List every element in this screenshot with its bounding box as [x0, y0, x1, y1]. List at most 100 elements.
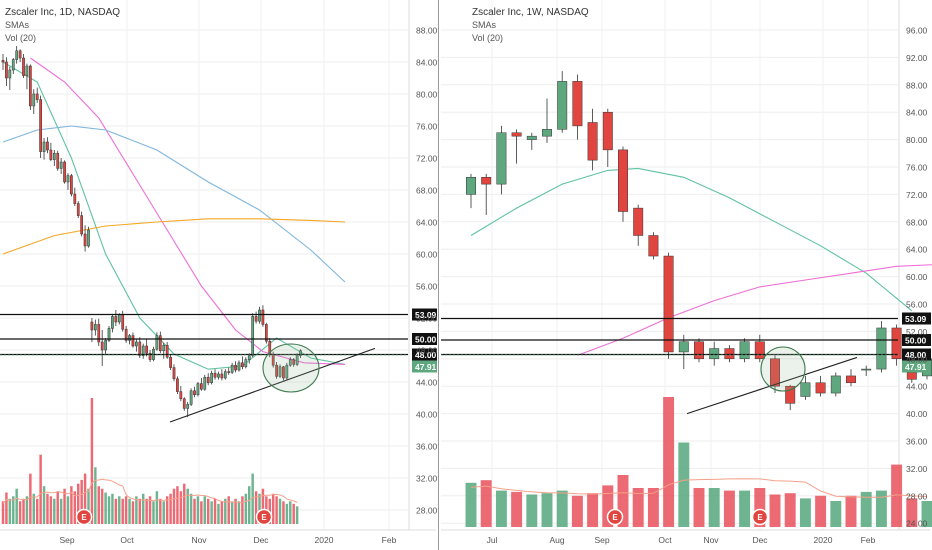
sma-line-pink	[30, 57, 346, 365]
volume-bar	[571, 495, 583, 527]
candle-body	[117, 314, 121, 323]
volume-bar	[244, 493, 248, 524]
volume-bar	[128, 498, 131, 524]
volume-bar	[25, 496, 29, 524]
volume-bar	[176, 486, 179, 524]
candle-body	[587, 122, 598, 161]
weekly-legend: Zscaler Inc, 1W, NASDAQ SMAs Vol (20)	[472, 7, 589, 43]
volume-bar	[107, 496, 111, 524]
candle-body	[299, 350, 302, 356]
volume-bar	[203, 496, 207, 524]
candle-body	[35, 93, 39, 100]
candle-body	[39, 99, 42, 152]
weekly-time-axis[interactable]: Jul Aug Sep Oct Nov Dec 2020 Feb	[487, 535, 876, 545]
volume-bar	[248, 486, 251, 524]
candle-body	[466, 177, 476, 195]
price-tick-label: 68.00	[416, 186, 438, 196]
candle-body	[254, 316, 258, 322]
level-tag	[902, 348, 931, 361]
volume-bar	[114, 498, 118, 524]
daily-price-axis[interactable]: 88.00 84.00 80.00 76.00 72.00 68.00 64.00 60.00…	[416, 26, 438, 516]
earnings-marker[interactable]	[606, 508, 624, 526]
candle-body	[5, 61, 8, 79]
candle-body	[709, 348, 720, 360]
candle-body	[292, 359, 296, 365]
candle-body	[230, 364, 234, 373]
volume-bar	[693, 488, 705, 527]
volume-bar	[891, 464, 903, 527]
volume-bar	[875, 490, 887, 527]
candle-body	[76, 203, 80, 216]
time-tick-label: Sep	[59, 535, 74, 545]
volume-bar	[261, 488, 265, 524]
candle-body	[285, 364, 289, 379]
weekly-candles	[466, 71, 932, 411]
candle-body	[49, 149, 53, 160]
daily-time-axis[interactable]: Sep Oct Nov Dec 2020 Feb	[59, 535, 396, 545]
volume-bar	[278, 498, 282, 524]
volume-bar	[206, 498, 210, 524]
candle-body	[237, 362, 241, 371]
price-tick-label: 80.00	[416, 90, 438, 100]
weekly-price-axis[interactable]: 96.00 92.00 88.00 84.00 80.00 76.00 72.00 68.00…	[906, 26, 928, 529]
candle-body	[42, 141, 46, 152]
candle-body	[694, 341, 704, 360]
volume-bar	[15, 488, 18, 524]
volume-bar	[647, 488, 659, 527]
volume-bar	[87, 488, 90, 524]
earnings-marker[interactable]	[751, 508, 769, 526]
candle-body	[80, 215, 84, 235]
candle-body	[275, 364, 278, 377]
candle-body	[107, 328, 111, 341]
last-price-label: 47.91	[415, 362, 437, 372]
volume-bar	[200, 501, 203, 524]
volume-bar	[860, 491, 872, 527]
price-tick-label: 24.00	[906, 519, 928, 529]
volume-bar	[230, 501, 234, 524]
candle-body	[18, 50, 22, 59]
candle-body	[70, 175, 73, 195]
weekly-trendline[interactable]	[686, 356, 858, 415]
candle-body	[87, 229, 90, 247]
volume-bar	[196, 496, 200, 524]
candle-body	[633, 207, 644, 236]
volume-ma-line	[470, 478, 928, 498]
candle-body	[234, 364, 237, 371]
volume-bar	[815, 495, 827, 527]
volume-bar	[121, 498, 124, 524]
volume-bar	[53, 498, 56, 524]
candle-body	[511, 132, 522, 137]
price-tick-label: 44.00	[416, 378, 438, 388]
volume-bar	[162, 501, 165, 524]
volume-bar	[12, 496, 15, 524]
candle-body	[196, 383, 200, 396]
candle-body	[206, 376, 210, 384]
volume-bar	[708, 488, 720, 527]
daily-candles	[1, 46, 302, 418]
earnings-marker[interactable]	[75, 508, 93, 526]
volume-bar	[234, 498, 237, 524]
volume-bar	[632, 488, 644, 527]
time-tick-label: 2020	[814, 535, 833, 545]
price-tick-label: 88.00	[416, 26, 438, 36]
candle-body	[739, 341, 750, 360]
earnings-marker-label: E	[757, 513, 763, 522]
earnings-marker[interactable]	[255, 508, 273, 526]
daily-trendline[interactable]	[169, 347, 376, 423]
time-tick-label: Dec	[752, 535, 768, 545]
volume-bar	[723, 490, 735, 527]
candle-body	[223, 371, 227, 379]
volume-bar	[845, 495, 857, 527]
candle-body	[648, 235, 659, 257]
candle-body	[481, 177, 492, 185]
volume-bar	[18, 501, 22, 524]
candle-body	[138, 341, 142, 356]
volume-bar	[141, 493, 145, 524]
candle-body	[165, 344, 169, 358]
volume-bar	[754, 488, 766, 527]
earnings-marker-label: E	[81, 513, 87, 522]
sma-line-blue	[2, 125, 346, 283]
